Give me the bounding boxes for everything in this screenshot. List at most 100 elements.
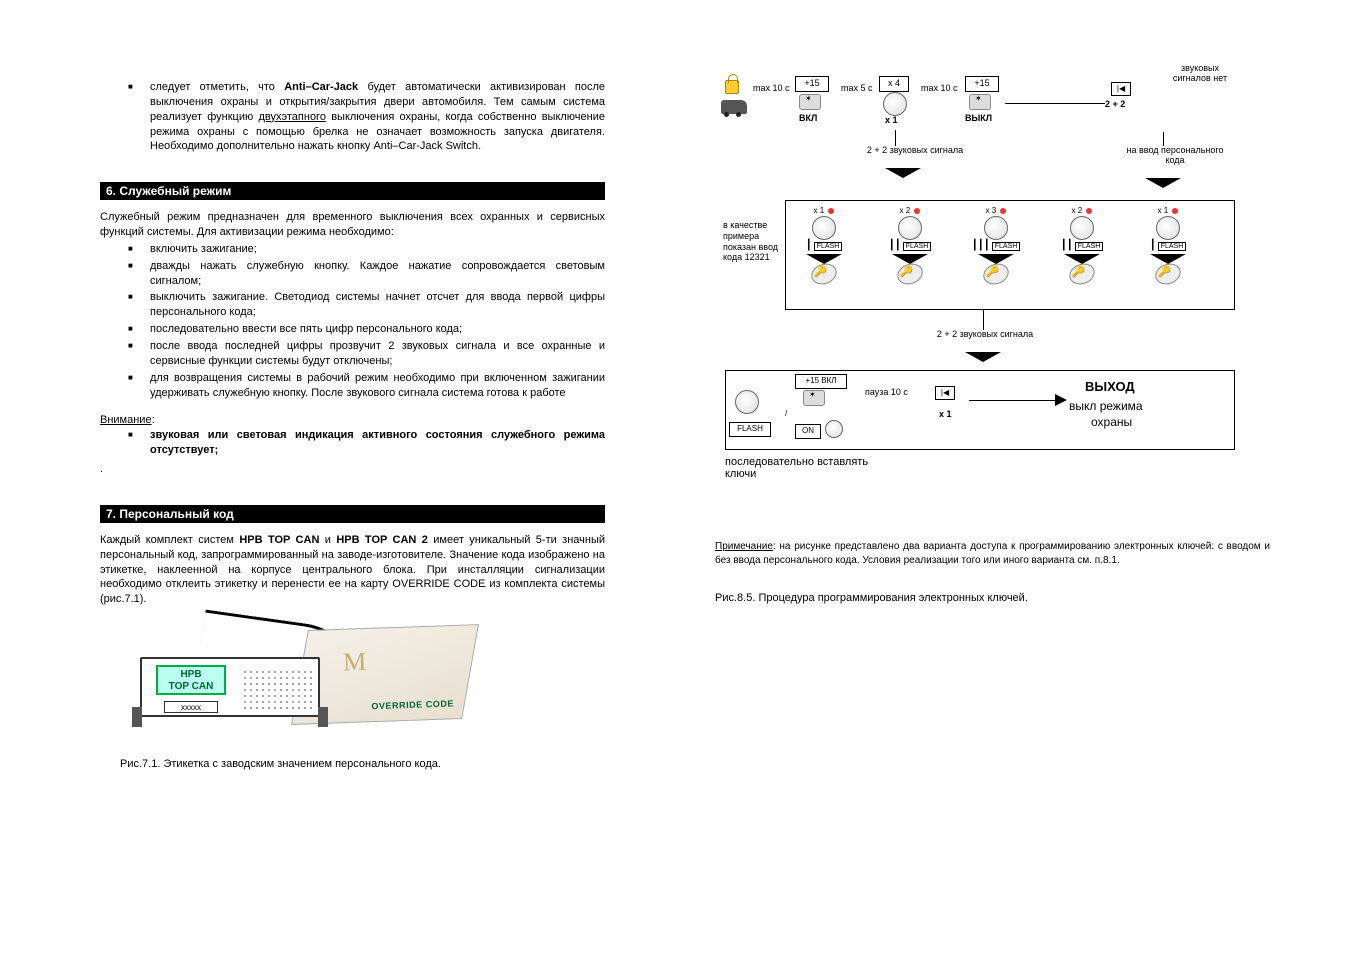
label-no-signals: звуковых сигналов нет bbox=[1165, 64, 1235, 84]
exit-sub2: охраны bbox=[1091, 416, 1132, 429]
label-max10b: max 10 с bbox=[921, 84, 958, 94]
line bbox=[969, 400, 1059, 401]
label-to-code: на ввод персонального кода bbox=[1125, 146, 1225, 166]
code-cell: x 1 ┃FLASH bbox=[795, 206, 853, 284]
label-vykl: ВЫКЛ bbox=[965, 114, 992, 124]
arrow-down-icon bbox=[885, 168, 921, 178]
led-icon bbox=[828, 208, 834, 214]
arrow-right-icon bbox=[1055, 394, 1067, 406]
note-label: Примечание bbox=[715, 541, 773, 552]
text-bold: Anti–Car-Jack bbox=[284, 81, 358, 93]
text: следует отметить, что bbox=[150, 81, 284, 93]
count: x 1 bbox=[814, 206, 825, 215]
code-cell: x 3 ┃┃┃FLASH bbox=[967, 206, 1025, 284]
intro-bullet-list: следует отметить, что Anti–Car-Jack буде… bbox=[100, 80, 605, 154]
code-cell: x 2 ┃┃FLASH bbox=[1053, 206, 1111, 284]
led-icon bbox=[1086, 208, 1092, 214]
button-circle-icon bbox=[984, 216, 1008, 240]
section-6-heading: 6. Служебный режим bbox=[100, 182, 605, 200]
line bbox=[895, 130, 896, 146]
diagram-caption-keys: последовательно вставлять ключи bbox=[725, 456, 885, 480]
device-screen: HPB TOP CAN bbox=[156, 665, 226, 695]
line bbox=[1005, 103, 1105, 104]
label-vkl: ВКЛ bbox=[799, 114, 817, 124]
left-column: следует отметить, что Anti–Car-Jack буде… bbox=[0, 0, 675, 954]
section-7-paragraph: Каждый комплект систем HPB TOP CAN и HPB… bbox=[100, 533, 605, 607]
label-2plus2-signal-2: 2 + 2 звуковых сигнала bbox=[915, 330, 1055, 340]
key-icon bbox=[1152, 260, 1183, 288]
list-item: включить зажигание; bbox=[150, 242, 605, 257]
count: x 3 bbox=[986, 206, 997, 215]
label-max10: max 10 с bbox=[753, 84, 790, 94]
device-body: HPB TOP CAN xxxxx bbox=[140, 657, 320, 717]
button-circle-icon bbox=[812, 216, 836, 240]
card-override-label: OVERRIDE CODE bbox=[371, 699, 454, 712]
count: x 2 bbox=[900, 206, 911, 215]
card-logo: M bbox=[343, 647, 367, 678]
note-text: : на рисунке представлено два варианта д… bbox=[715, 541, 1270, 566]
car-icon bbox=[721, 100, 747, 116]
label-on-line: / bbox=[785, 410, 787, 419]
list-item: последовательно ввести все пять цифр пер… bbox=[150, 322, 605, 337]
text-bold: HPB TOP CAN bbox=[239, 534, 319, 546]
arrow-down-icon bbox=[965, 352, 1001, 362]
led-icon bbox=[914, 208, 920, 214]
device-code-label: xxxxx bbox=[164, 701, 218, 713]
arrow-down-icon bbox=[1145, 178, 1181, 188]
box-plus15: +15 bbox=[795, 76, 829, 92]
button-circle-icon bbox=[1070, 216, 1094, 240]
intro-bullet: следует отметить, что Anti–Car-Jack буде… bbox=[150, 80, 605, 154]
colon: : bbox=[152, 414, 155, 426]
text-bold: HPB TOP CAN 2 bbox=[336, 534, 428, 546]
label-on: ON bbox=[795, 424, 821, 439]
list-item: после ввода последней цифры прозвучит 2 … bbox=[150, 339, 605, 369]
flash-label: FLASH bbox=[992, 242, 1021, 251]
flash-label: FLASH bbox=[903, 242, 932, 251]
attention-list: звуковая или световая индикация активног… bbox=[100, 428, 605, 458]
page: следует отметить, что Anti–Car-Jack буде… bbox=[0, 0, 1350, 954]
flash-label: FLASH bbox=[1075, 242, 1104, 251]
section-7-heading: 7. Персональный код bbox=[100, 505, 605, 523]
diagram-8-5: max 10 с +15 ВКЛ max 5 с x 4 x 1 max 10 … bbox=[725, 70, 1245, 510]
code-cell: x 1 ┃FLASH bbox=[1139, 206, 1197, 284]
count: x 2 bbox=[1072, 206, 1083, 215]
device-illustration: M OVERRIDE CODE HPB TOP CAN xxxxx bbox=[140, 627, 460, 737]
led-icon bbox=[1172, 208, 1178, 214]
remote-icon bbox=[803, 390, 825, 408]
label-x1: x 1 bbox=[885, 116, 898, 126]
list-item: выключить зажигание. Светодиод системы н… bbox=[150, 290, 605, 320]
flash-label: FLASH bbox=[814, 242, 843, 251]
attention-bullet: звуковая или световая индикация активног… bbox=[150, 428, 605, 458]
button-circle-icon bbox=[898, 216, 922, 240]
key-icon bbox=[808, 260, 839, 288]
label-max5: max 5 с bbox=[841, 84, 873, 94]
label-2plus2-signal: 2 + 2 звуковых сигнала bbox=[855, 146, 975, 156]
line bbox=[983, 310, 984, 330]
remote-icon bbox=[799, 94, 821, 112]
label-pause: пауза 10 с bbox=[865, 388, 908, 398]
exit-sub1: выкл режима bbox=[1069, 400, 1143, 413]
button-circle-icon bbox=[735, 390, 759, 416]
attention-line: Внимание: bbox=[100, 410, 605, 428]
device-tab-left bbox=[132, 707, 142, 727]
figure-7-1-caption: Рис.7.1. Этикетка с заводским значением … bbox=[120, 757, 605, 772]
flash-label-bottom: FLASH bbox=[729, 422, 771, 437]
device-tab-right bbox=[318, 707, 328, 727]
button-icon: |◀ bbox=[935, 386, 955, 400]
button-circle-icon bbox=[1156, 216, 1180, 240]
label-x1-bottom: x 1 bbox=[939, 410, 952, 420]
exit-title: ВЫХОД bbox=[1085, 380, 1135, 394]
button-icon: |◀ bbox=[1111, 82, 1131, 96]
led-icon bbox=[1000, 208, 1006, 214]
label-2plus2: 2 + 2 bbox=[1105, 100, 1125, 110]
stray-dot: . bbox=[100, 462, 605, 477]
note-paragraph: Примечание: на рисунке представлено два … bbox=[715, 540, 1270, 567]
section-6-intro: Служебный режим предназначен для временн… bbox=[100, 210, 605, 240]
device-vents bbox=[242, 669, 312, 709]
figure-8-5-caption: Рис.8.5. Процедура программирования элек… bbox=[715, 591, 1270, 606]
remote-icon bbox=[969, 94, 991, 112]
screen-line1: HPB bbox=[180, 669, 201, 680]
screen-line2: TOP CAN bbox=[169, 681, 214, 692]
flash-label: FLASH bbox=[1158, 242, 1187, 251]
section-6-list: включить зажигание; дважды нажать служеб… bbox=[100, 242, 605, 400]
